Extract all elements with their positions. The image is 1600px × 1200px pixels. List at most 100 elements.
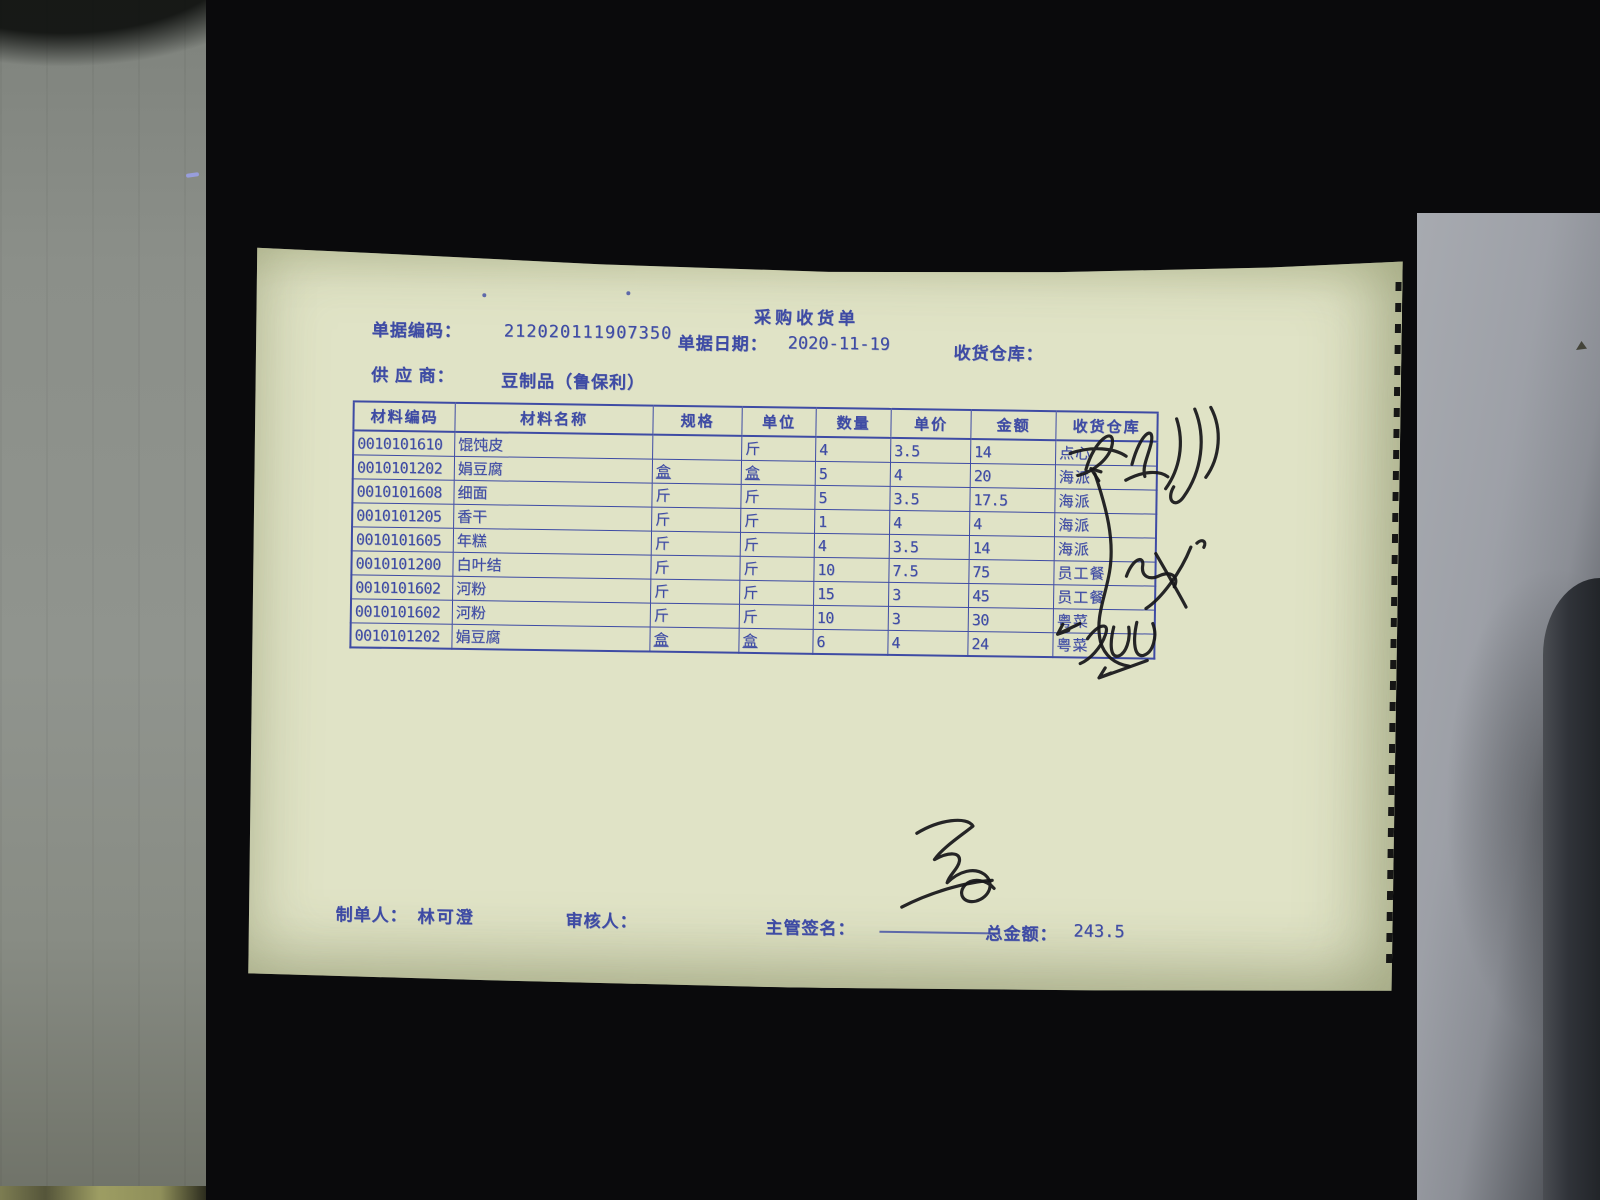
- maker-label: 制单人：: [335, 905, 408, 926]
- table-cell: 30: [968, 607, 1053, 632]
- table-cell: 10: [813, 605, 888, 630]
- table-cell: 年糕: [453, 528, 651, 555]
- table-cell: 斤: [651, 555, 740, 580]
- table-cell: 0010101202: [350, 623, 452, 649]
- table-cell: 3: [888, 606, 968, 631]
- table-cell: 0010101602: [351, 575, 453, 600]
- doc-date-label: 单据日期：: [677, 333, 768, 355]
- table-cell: 盒: [650, 627, 739, 653]
- debris-speck: [1576, 341, 1587, 350]
- table-cell: 20: [970, 464, 1055, 489]
- table-cell: 盒: [739, 628, 813, 654]
- column-header: 单价: [891, 409, 971, 439]
- table-cell: 4: [890, 462, 970, 487]
- total-amount-label: 总金额：: [985, 924, 1058, 945]
- table-cell: 75: [969, 560, 1054, 585]
- table-cell: 斤: [740, 580, 814, 605]
- receiving-warehouse-label: 收货仓库：: [953, 343, 1044, 365]
- signature-blank-line: [879, 917, 999, 935]
- table-cell: 3.5: [889, 534, 969, 559]
- table-cell: 4: [890, 510, 970, 535]
- column-header: 收货仓库: [1056, 411, 1158, 441]
- supervisor-signature-label: 主管签名：: [765, 918, 856, 939]
- column-header: 材料名称: [455, 403, 653, 435]
- column-header: 规格: [653, 406, 742, 436]
- auditor-label: 审核人：: [565, 911, 638, 932]
- ink-dot: [482, 293, 486, 297]
- supplier-label: 供 应 商：: [371, 365, 455, 386]
- table-cell: 0010101608: [352, 479, 454, 504]
- table-cell: 斤: [741, 508, 815, 533]
- table-cell: 员工餐: [1053, 585, 1155, 610]
- maker-value: 林可澄: [417, 907, 475, 928]
- table-cell: 粤菜: [1053, 609, 1155, 634]
- table-cell: 员工餐: [1054, 561, 1156, 586]
- table-cell: 45: [968, 583, 1053, 608]
- table-cell: 1: [815, 509, 890, 534]
- table-cell: 3.5: [891, 438, 971, 464]
- table-cell: 0010101200: [351, 551, 453, 576]
- table-cell: 盒: [741, 460, 815, 485]
- ink-dot: [626, 291, 630, 295]
- table-cell: 斤: [740, 532, 814, 557]
- table-cell: 海派: [1054, 513, 1156, 538]
- table-cell: 盒: [652, 459, 741, 484]
- table-cell: 10: [814, 557, 889, 582]
- supplier-value: 豆制品（鲁保利）: [500, 371, 646, 393]
- table-cell: 白叶结: [453, 552, 651, 579]
- perforated-edge-left: [247, 671, 252, 848]
- table-cell: 香干: [454, 504, 652, 531]
- table-cell: 0010101610: [353, 430, 455, 456]
- column-header: 数量: [816, 408, 891, 438]
- table-cell: 0010101205: [352, 503, 454, 528]
- table-cell: 3: [889, 582, 969, 607]
- doc-code-value: 212020111907350: [503, 321, 673, 344]
- table-cell: 4: [969, 512, 1054, 537]
- table-cell: 15: [814, 581, 889, 606]
- table-cell: 娟豆腐: [454, 456, 652, 483]
- table-cell: 斤: [651, 531, 740, 556]
- table-cell: 4: [814, 533, 889, 558]
- table-cell: 斤: [739, 604, 813, 629]
- table-cell: 4: [816, 437, 891, 463]
- column-header: 金额: [971, 410, 1056, 440]
- table-cell: 娟豆腐: [452, 624, 650, 651]
- table-cell: 4: [888, 630, 968, 656]
- table-cell: 河粉: [453, 576, 651, 603]
- table-cell: 6: [813, 629, 888, 655]
- table-cell: [653, 435, 742, 461]
- total-amount-value: 243.5: [1073, 921, 1125, 943]
- table-cell: 斤: [651, 579, 740, 604]
- table-cell: 点心: [1055, 440, 1157, 466]
- table-cell: 馄饨皮: [455, 432, 653, 459]
- desk-surface-left: [0, 0, 206, 1200]
- table-cell: 7.5: [889, 558, 969, 583]
- table-cell: 0010101605: [352, 527, 454, 552]
- receipt-table: 材料编码 材料名称 规格 单位 数量 单价 金额 收货仓库 0010101610 馄饨皮斤 4 3.…: [349, 400, 1158, 659]
- table-cell: 河粉: [452, 600, 650, 627]
- table-cell: 17.5: [970, 488, 1055, 513]
- table-cell: 斤: [652, 483, 741, 508]
- table-cell: 粤菜: [1053, 633, 1155, 659]
- doc-code-label: 单据编码：: [371, 320, 462, 341]
- table-cell: 海派: [1054, 537, 1156, 562]
- receipt-paper: 采购收货单 单据编码： 212020111907350 单据日期： 2020-1…: [245, 244, 1403, 996]
- table-cell: 24: [968, 631, 1053, 657]
- table-cell: 海派: [1055, 489, 1157, 514]
- table-cell: 斤: [741, 484, 815, 509]
- column-header: 材料编码: [353, 401, 455, 431]
- table-cell: 海派: [1055, 465, 1157, 490]
- table-cell: 斤: [740, 556, 814, 581]
- table-cell: 5: [815, 485, 890, 510]
- table-cell: 斤: [652, 507, 741, 532]
- table-cell: 斤: [650, 603, 739, 628]
- table-cell: 14: [969, 536, 1054, 561]
- doc-date-value: 2020-11-19: [787, 333, 891, 355]
- column-header: 单位: [742, 407, 816, 437]
- table-cell: 斤: [742, 436, 816, 462]
- table-cell: 14: [971, 439, 1056, 465]
- table-cell: 3.5: [890, 486, 970, 511]
- receipt-title: 采购收货单: [753, 307, 860, 329]
- table-cell: 0010101202: [353, 455, 455, 480]
